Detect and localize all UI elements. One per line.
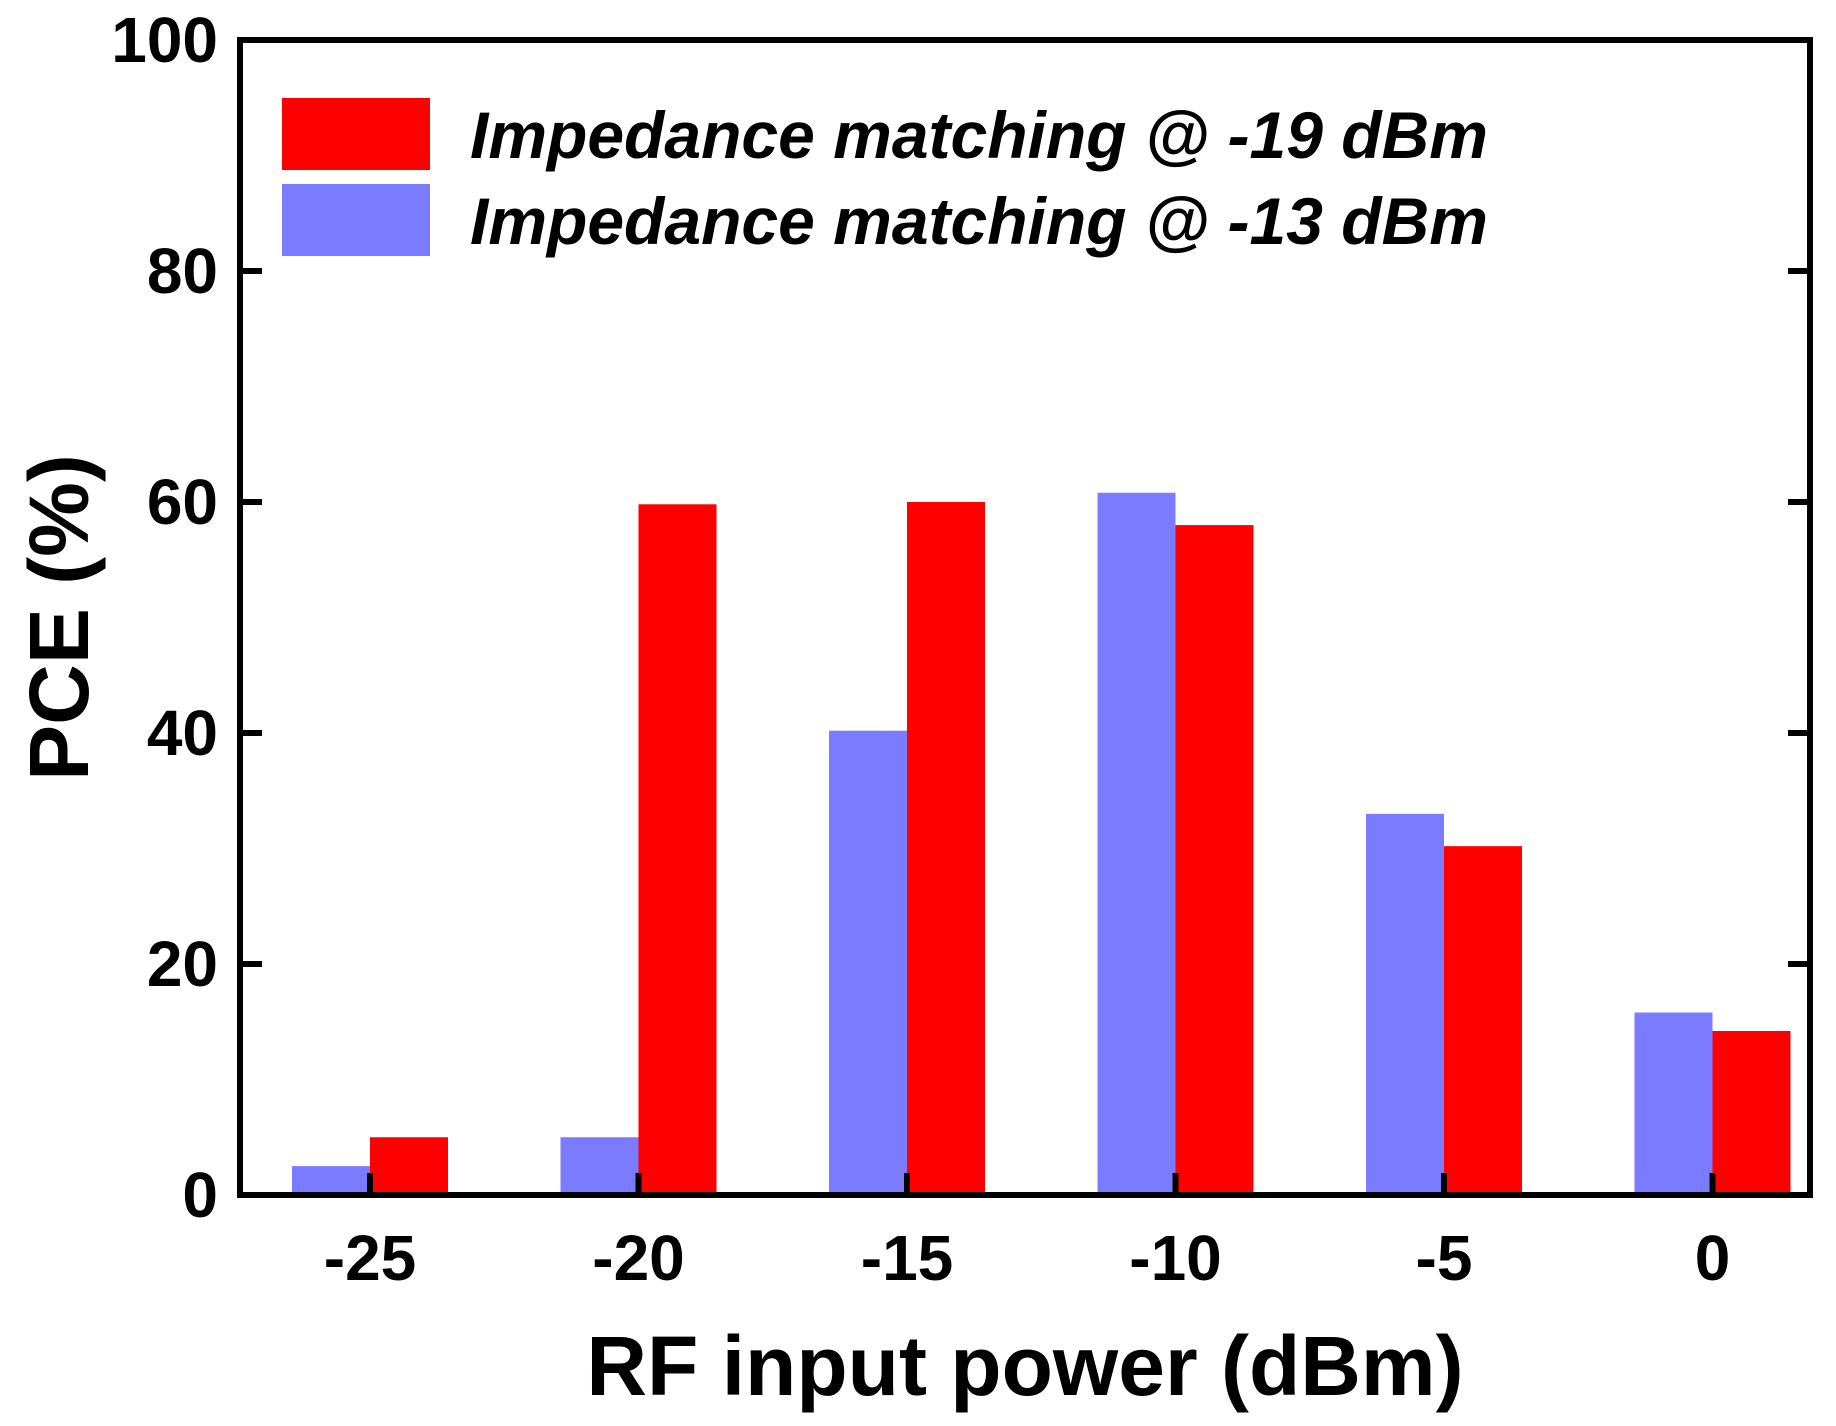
x-tick-label: -20 (592, 1222, 685, 1294)
y-tick-label: 0 (182, 1159, 218, 1231)
bar-minus13--20 (560, 1137, 639, 1195)
bars-layer (292, 492, 1791, 1195)
ticks-layer: 0 20 40 60 80 100 -25 -20 -15 -10 -5 0 (111, 4, 1810, 1294)
y-tick-label: 100 (111, 4, 218, 76)
bar-minus19--25 (370, 1137, 448, 1195)
x-tick-label: -10 (1129, 1222, 1222, 1294)
bar-minus19--15 (907, 502, 985, 1195)
x-tick-label: 0 (1695, 1222, 1731, 1294)
bar-minus13--25 (292, 1166, 370, 1195)
y-tick-label: 80 (147, 235, 218, 307)
y-tick-label: 60 (147, 466, 218, 538)
bar-minus13-0 (1634, 1012, 1713, 1195)
bar-minus19-0 (1712, 1030, 1791, 1195)
bar-minus19--5 (1444, 846, 1522, 1195)
x-axis-title: RF input power (dBm) (586, 1319, 1463, 1413)
bar-minus19--10 (1175, 525, 1254, 1195)
bar-minus13--10 (1097, 492, 1176, 1195)
y-tick-label: 40 (147, 697, 218, 769)
bar-minus13--5 (1366, 813, 1444, 1195)
bar-minus19--20 (638, 504, 717, 1195)
legend: Impedance matching @ -19 dBm Impedance ma… (282, 98, 1488, 258)
legend-swatch (282, 98, 430, 170)
legend-label: Impedance matching @ -13 dBm (470, 184, 1488, 258)
bar-minus13--15 (829, 730, 907, 1195)
x-tick-label: -25 (324, 1222, 417, 1294)
y-tick-label: 20 (147, 928, 218, 1000)
legend-label: Impedance matching @ -19 dBm (470, 98, 1488, 172)
x-tick-label: -5 (1416, 1222, 1473, 1294)
plot-frame (237, 37, 1813, 1198)
y-axis-title: PCE (%) (12, 454, 106, 781)
x-tick-label: -15 (861, 1222, 954, 1294)
legend-swatch (282, 184, 430, 256)
